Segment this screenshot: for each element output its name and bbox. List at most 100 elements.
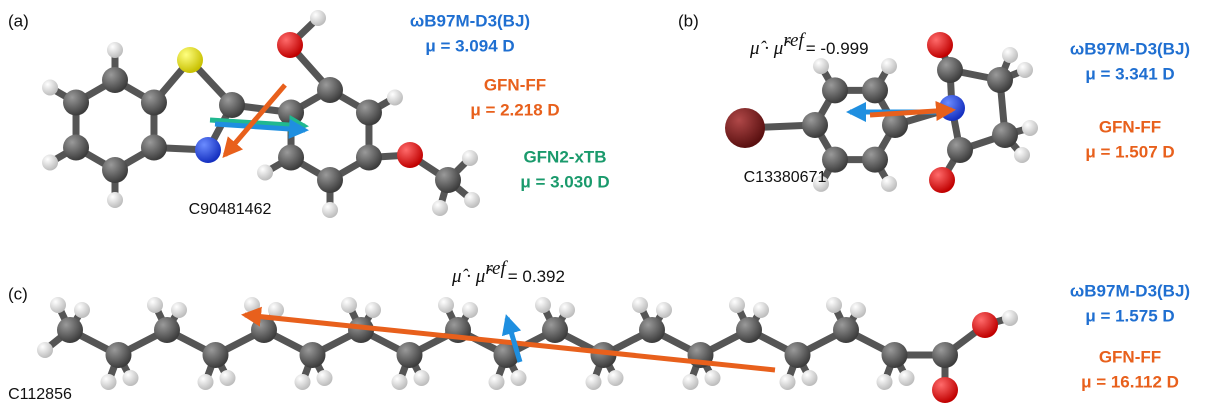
atom: [42, 155, 58, 171]
atom: [639, 317, 665, 343]
molecule-id: C90481462: [189, 201, 272, 218]
atom: [102, 67, 128, 93]
atom: [881, 58, 897, 74]
atom: [1014, 147, 1030, 163]
atom: [317, 77, 343, 103]
atom: [937, 57, 963, 83]
atom: [785, 342, 811, 368]
atom: [813, 58, 829, 74]
atom: [511, 370, 527, 386]
atom: [899, 370, 915, 386]
atom: [387, 90, 403, 106]
atom: [462, 302, 478, 318]
method-name: GFN-FF: [1099, 117, 1161, 136]
atom: [725, 108, 765, 148]
molecule-id: C112856: [8, 386, 72, 403]
atom: [542, 317, 568, 343]
dipole-value: μ = 1.575 D: [1085, 306, 1174, 325]
atom: [295, 374, 311, 390]
dipole-value: μ = 3.094 D: [425, 36, 514, 55]
atom: [862, 147, 888, 173]
atom: [438, 297, 454, 313]
atom: [992, 122, 1018, 148]
atom: [141, 90, 167, 116]
atom: [947, 137, 973, 163]
atom: [123, 370, 139, 386]
dipole-value: μ = 3.341 D: [1085, 64, 1174, 83]
projection-value: = 0.392: [508, 267, 565, 286]
atom: [972, 312, 998, 338]
page: (a) C90481462 ωB97M-D3(BJ) μ = 3.094 D GFN-F…: [0, 0, 1210, 406]
atom: [632, 297, 648, 313]
molecule-id: C13380671: [744, 169, 827, 186]
atom: [882, 342, 908, 368]
atom: [317, 167, 343, 193]
atom: [987, 67, 1013, 93]
method-name: ωB97M-D3(BJ): [410, 11, 530, 30]
atom: [489, 374, 505, 390]
panel-label: (a): [8, 11, 29, 30]
dipole-value: μ = 16.112 D: [1081, 372, 1179, 391]
atom: [1022, 120, 1038, 136]
atom: [881, 176, 897, 192]
atom: [251, 317, 277, 343]
atom: [802, 112, 828, 138]
atom: [559, 302, 575, 318]
atom: [432, 200, 448, 216]
atom: [154, 317, 180, 343]
atom: [535, 297, 551, 313]
atom: [42, 80, 58, 96]
atom: [927, 32, 953, 58]
atom: [729, 297, 745, 313]
atom: [826, 297, 842, 313]
atom: [177, 47, 203, 73]
dipole-value: μ = 2.218 D: [470, 100, 559, 119]
method-name: ωB97M-D3(BJ): [1070, 281, 1190, 300]
atom: [107, 192, 123, 208]
atom: [341, 297, 357, 313]
atom: [877, 374, 893, 390]
atom: [278, 100, 304, 126]
atom: [850, 302, 866, 318]
figure: (a) C90481462 ωB97M-D3(BJ) μ = 3.094 D GFN-F…: [0, 0, 1210, 406]
atom: [106, 342, 132, 368]
atom: [74, 302, 90, 318]
method-name: GFN-FF: [484, 75, 546, 94]
atom: [37, 342, 53, 358]
atom: [822, 77, 848, 103]
atom: [780, 374, 796, 390]
atom: [683, 374, 699, 390]
atom: [244, 297, 260, 313]
atom: [63, 90, 89, 116]
atom: [220, 370, 236, 386]
atom: [356, 145, 382, 171]
atom: [705, 370, 721, 386]
atom: [257, 165, 273, 181]
method-name: GFN-FF: [1099, 347, 1161, 366]
projection: μ̂ · μ̂ref= 0.392: [451, 258, 565, 287]
atom: [736, 317, 762, 343]
method-name: GFN2-xTB: [523, 147, 606, 166]
atom: [219, 92, 245, 118]
atom: [932, 342, 958, 368]
atom: [317, 370, 333, 386]
atom: [1002, 310, 1018, 326]
atom: [356, 100, 382, 126]
atom: [392, 374, 408, 390]
atom: [435, 167, 461, 193]
atom: [932, 377, 958, 403]
atom: [198, 374, 214, 390]
atom: [171, 302, 187, 318]
atom: [1002, 47, 1018, 63]
molecules: [37, 10, 1038, 403]
atom: [802, 370, 818, 386]
atom: [102, 157, 128, 183]
atom: [414, 370, 430, 386]
atom: [929, 167, 955, 193]
panel-label: (c): [8, 284, 28, 303]
atom: [57, 317, 83, 343]
atom: [278, 145, 304, 171]
dipole-value: μ = 1.507 D: [1085, 142, 1174, 161]
atom: [862, 77, 888, 103]
atom: [63, 135, 89, 161]
